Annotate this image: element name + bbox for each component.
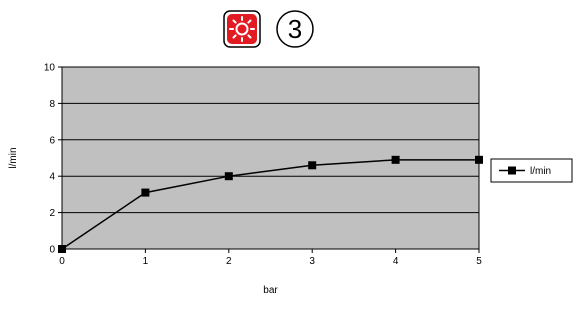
y-tick-label: 4 — [49, 172, 55, 183]
y-axis-label: l/min — [8, 147, 19, 168]
data-points — [58, 155, 483, 253]
x-tick-label: 2 — [226, 256, 232, 267]
y-tick-label: 8 — [49, 99, 55, 110]
x-tick-label: 4 — [393, 256, 399, 267]
plot-area — [61, 66, 480, 250]
data-point — [475, 155, 483, 164]
legend-box — [490, 158, 573, 183]
x-tick-label: 3 — [309, 256, 315, 267]
gridlines — [62, 66, 479, 214]
y-tick-label: 6 — [49, 135, 55, 146]
legend-marker — [508, 166, 516, 175]
y-tick-label: 0 — [49, 245, 55, 256]
legend-label: l/min — [530, 166, 551, 177]
x-tick-label: 0 — [59, 256, 65, 267]
data-point — [391, 155, 400, 164]
data-point — [141, 188, 150, 197]
legend: l/min — [490, 158, 573, 183]
y-tick-label: 2 — [49, 208, 55, 219]
data-point — [58, 245, 66, 253]
series-line — [61, 159, 479, 250]
header-icons: 3 — [223, 10, 314, 48]
y-tick-labels: 0 2 4 6 8 10 — [44, 63, 56, 256]
x-tick-label: 1 — [143, 256, 149, 267]
step-number: 3 — [288, 14, 302, 44]
x-tick-label: 5 — [476, 256, 482, 267]
y-tick-label: 10 — [44, 63, 56, 74]
x-tick-labels: 0 1 2 3 4 5 — [59, 256, 482, 267]
data-point — [308, 161, 317, 170]
x-axis-label: bar — [263, 285, 278, 296]
step-number-badge: 3 — [276, 10, 314, 48]
sun-icon — [223, 10, 261, 48]
data-point — [224, 172, 233, 181]
